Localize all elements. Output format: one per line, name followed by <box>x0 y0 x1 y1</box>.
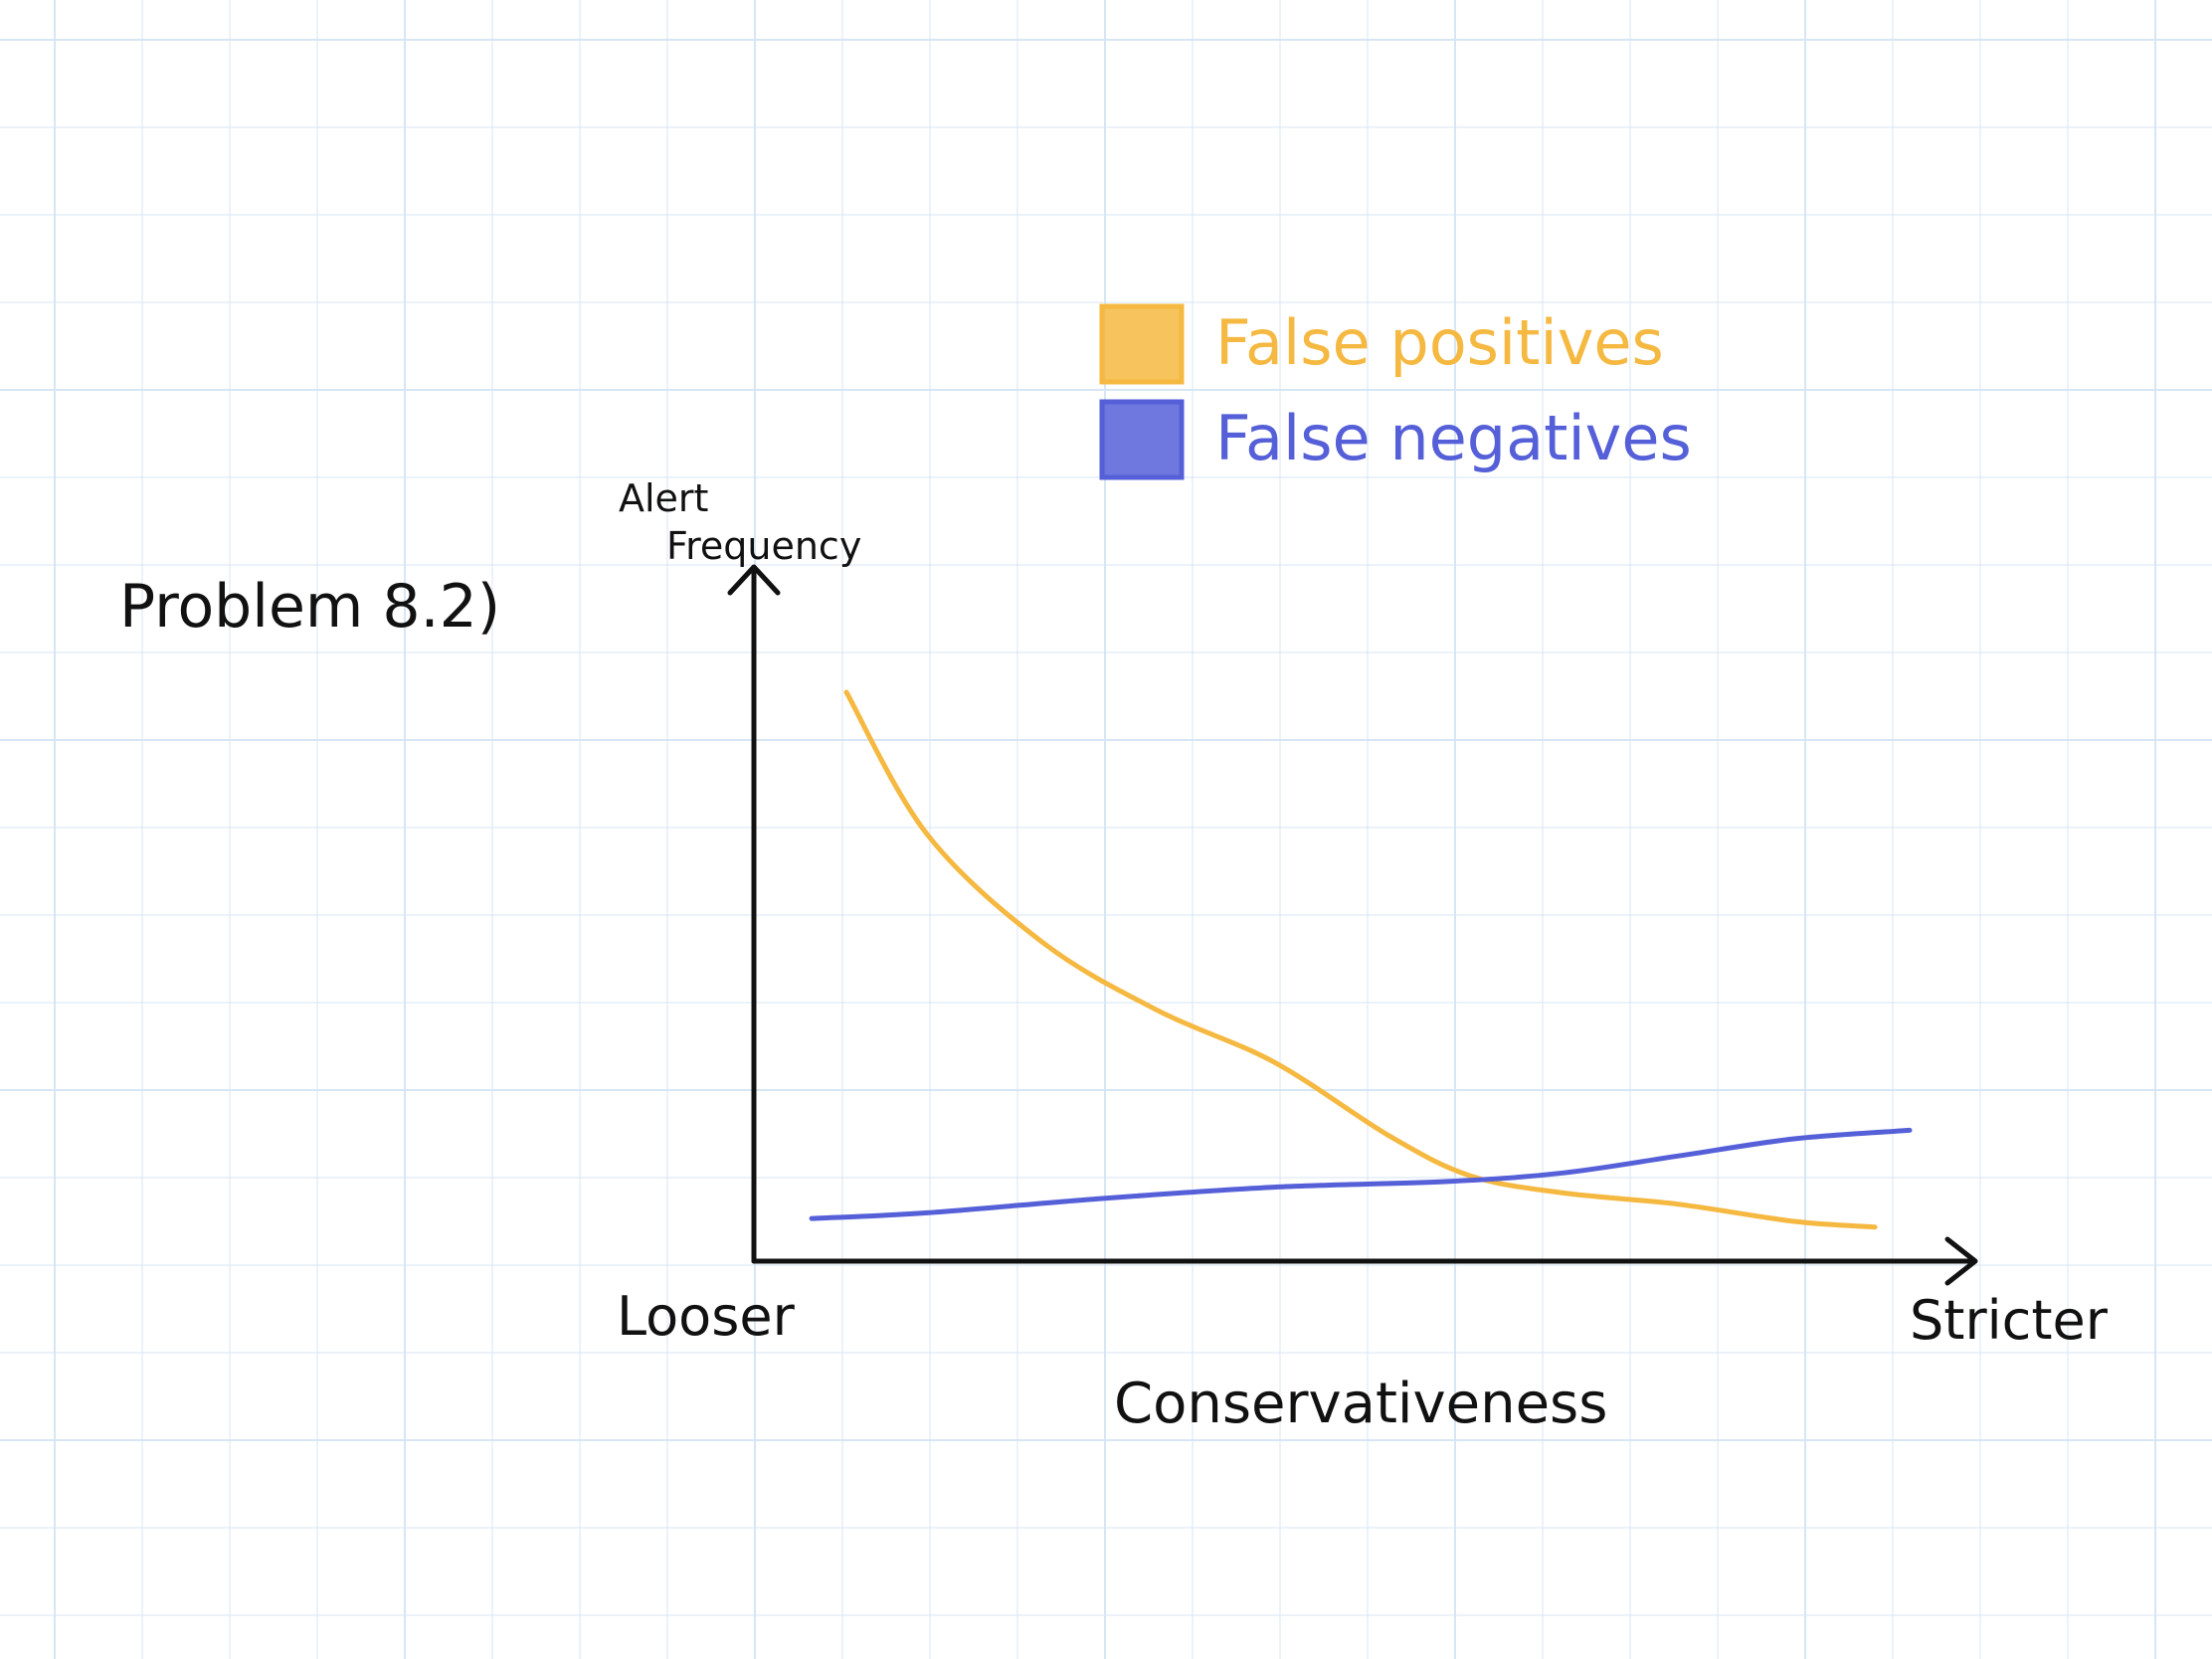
y-axis-arrowhead <box>727 564 781 596</box>
legend-swatch-false-positives <box>1099 303 1185 385</box>
x-axis-start-label: Looser <box>617 1285 796 1348</box>
page-title: Problem 8.2) <box>119 572 500 642</box>
x-axis-arrowhead <box>1944 1236 1978 1286</box>
series-line-false-positives <box>843 689 1878 1230</box>
legend-item-false-positives: False positives <box>1099 303 1664 385</box>
y-axis-label-line-2: Frequency <box>666 524 861 568</box>
x-axis-end-label: Stricter <box>1910 1289 2109 1352</box>
chart-legend: False positives False negatives <box>1099 303 1692 480</box>
series-layer <box>809 689 1913 1230</box>
legend-label-false-positives: False positives <box>1215 306 1664 379</box>
y-axis-label-line-1: Alert <box>619 476 708 520</box>
legend-swatch-false-negatives <box>1099 399 1185 480</box>
legend-item-false-negatives: False negatives <box>1099 399 1692 480</box>
series-line-false-negatives <box>809 1127 1913 1221</box>
y-axis-label: Alert Frequency <box>619 476 861 568</box>
axes <box>727 564 1978 1286</box>
x-axis-label: Conservativeness <box>1114 1372 1607 1436</box>
legend-label-false-negatives: False negatives <box>1215 402 1692 474</box>
